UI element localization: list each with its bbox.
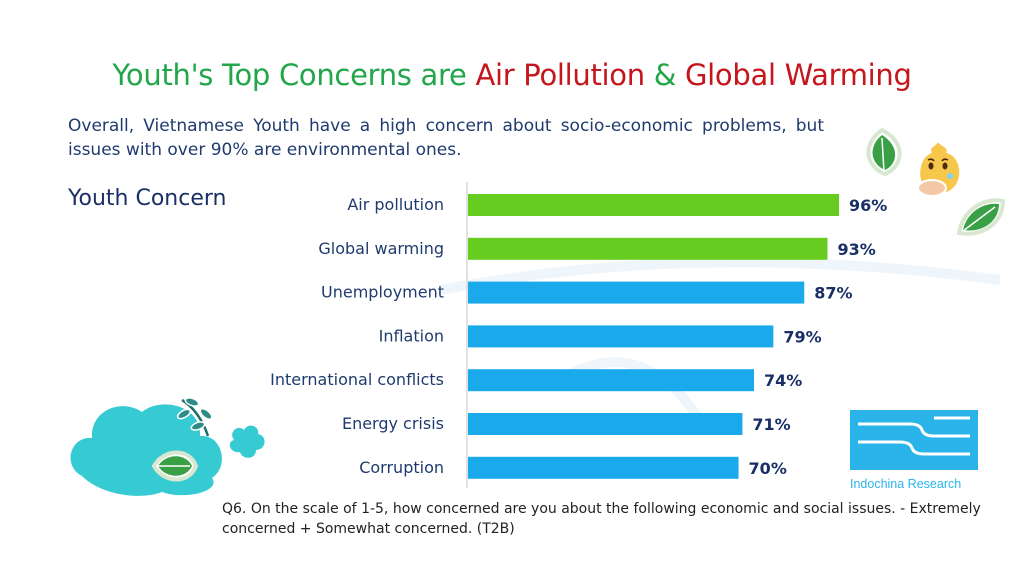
footnote: Q6. On the scale of 1-5, how concerned a… <box>222 501 981 537</box>
data-label: 74% <box>764 371 802 390</box>
category-label: Global warming <box>318 239 444 258</box>
category-label: International conflicts <box>270 370 444 389</box>
bar-global-warming <box>468 237 828 260</box>
page-title: Youth's Top Concerns are Air Pollution &… <box>0 58 1024 92</box>
title-text-intro: Youth's Top Concerns are <box>112 58 476 92</box>
worried-face-icon <box>917 137 963 197</box>
category-label: Air pollution <box>347 195 444 214</box>
title-text-global-warming: Global Warming <box>685 58 912 92</box>
bar-international-conflicts <box>468 369 755 392</box>
leaf-icon <box>956 198 1006 236</box>
logo-text: Indochina Research <box>850 477 962 491</box>
data-label: 71% <box>752 415 790 434</box>
category-label: Energy crisis <box>342 414 444 433</box>
leaf-icon <box>151 450 199 482</box>
data-label: 70% <box>749 459 787 478</box>
sprout-icon <box>176 397 213 437</box>
bar-air-pollution <box>468 194 840 216</box>
bar-energy-crisis <box>468 413 743 435</box>
category-label: Corruption <box>359 458 444 477</box>
data-label: 93% <box>837 240 875 259</box>
bar-unemployment <box>468 281 805 304</box>
indochina-research-logo: Indochina Research <box>850 410 980 491</box>
subtitle: Overall, Vietnamese Youth have a high co… <box>68 116 824 160</box>
title-text-air-pollution: Air Pollution <box>475 58 645 92</box>
title-ampersand: & <box>644 58 685 92</box>
data-label: 96% <box>849 196 887 215</box>
section-label: Youth Concern <box>68 186 227 211</box>
category-label: Unemployment <box>321 283 444 302</box>
logo-mark <box>850 410 978 470</box>
bar-inflation <box>468 325 774 348</box>
data-label: 79% <box>783 327 821 346</box>
data-label: 87% <box>814 284 852 303</box>
bar-corruption <box>468 456 739 479</box>
category-label: Inflation <box>379 326 444 345</box>
leaf-icon <box>866 127 902 177</box>
